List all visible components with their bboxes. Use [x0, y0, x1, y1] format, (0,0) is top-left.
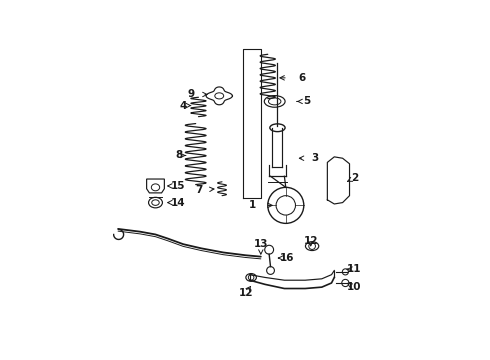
Text: 12: 12 — [303, 237, 318, 246]
Text: 14: 14 — [171, 198, 185, 208]
Text: 13: 13 — [254, 239, 268, 249]
Text: 15: 15 — [171, 181, 185, 191]
Text: 7: 7 — [195, 185, 202, 195]
Text: 10: 10 — [346, 282, 361, 292]
Text: 2: 2 — [351, 173, 359, 183]
Text: 9: 9 — [188, 90, 195, 99]
Text: 8: 8 — [175, 150, 183, 161]
Text: 6: 6 — [299, 73, 306, 83]
Text: 16: 16 — [280, 253, 294, 263]
Text: 4: 4 — [179, 100, 187, 111]
Text: 12: 12 — [238, 288, 253, 298]
Text: 11: 11 — [346, 264, 361, 274]
Text: 5: 5 — [303, 96, 310, 107]
Text: 1: 1 — [249, 201, 256, 210]
Text: 3: 3 — [311, 153, 318, 163]
